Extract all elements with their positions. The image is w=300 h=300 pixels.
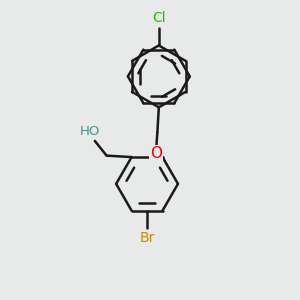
Text: O: O <box>150 146 162 161</box>
Text: Br: Br <box>140 231 155 245</box>
Text: HO: HO <box>80 125 101 138</box>
Text: Cl: Cl <box>152 11 166 26</box>
